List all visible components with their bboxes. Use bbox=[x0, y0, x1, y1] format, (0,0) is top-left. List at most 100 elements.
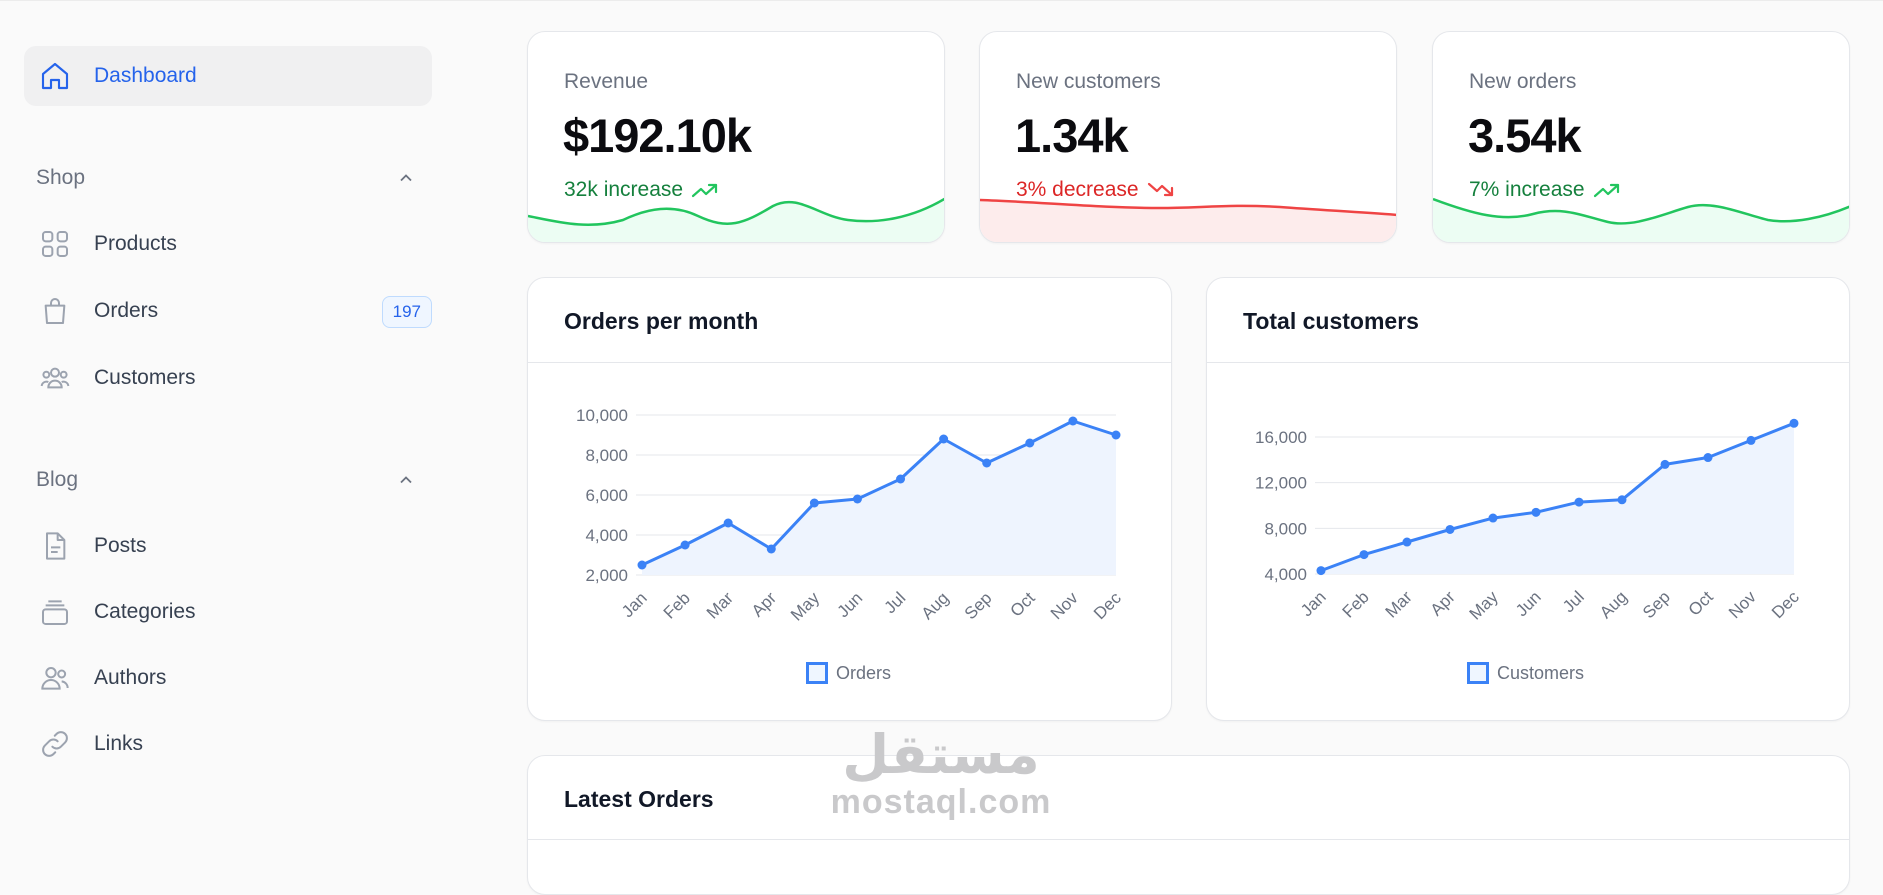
x-tick-label: Jan bbox=[1297, 587, 1330, 620]
x-tick-label: Sep bbox=[1639, 587, 1674, 622]
x-tick-label: Jun bbox=[833, 588, 866, 621]
home-icon bbox=[38, 59, 72, 93]
x-tick-label: Mar bbox=[1382, 587, 1416, 621]
trending-up-icon bbox=[691, 183, 718, 198]
series-area bbox=[642, 421, 1116, 575]
group-toggle-shop[interactable]: Shop bbox=[36, 158, 420, 198]
group-label: Blog bbox=[36, 468, 79, 491]
x-tick-label: Jan bbox=[618, 588, 651, 621]
y-tick-label: 6,000 bbox=[585, 486, 628, 505]
x-tick-label: Oct bbox=[1007, 588, 1039, 620]
customers-line-chart: 4,000 8,000 12,000 16,000 Jan Feb Mar Apr May Jun… bbox=[1255, 418, 1803, 624]
data-point bbox=[766, 544, 776, 554]
stat-trend-text: 3% decrease bbox=[1016, 178, 1139, 201]
data-point bbox=[809, 498, 819, 508]
stat-trend: 32k increase bbox=[564, 178, 719, 202]
users-group-icon bbox=[38, 361, 72, 395]
group-toggle-blog[interactable]: Blog bbox=[36, 460, 420, 500]
y-tick-label: 4,000 bbox=[1264, 565, 1307, 584]
sidebar-item-categories[interactable]: Categories bbox=[24, 582, 432, 642]
data-point bbox=[1068, 416, 1078, 426]
data-point bbox=[1660, 459, 1670, 469]
x-tick-label: Mar bbox=[703, 588, 737, 622]
x-tick-label: May bbox=[787, 588, 823, 624]
group-label: Shop bbox=[36, 166, 86, 189]
y-tick-label: 4,000 bbox=[585, 526, 628, 545]
data-point bbox=[1746, 435, 1756, 445]
data-point bbox=[1703, 453, 1713, 463]
shopping-bag-icon bbox=[38, 294, 72, 328]
data-point bbox=[1617, 495, 1627, 505]
data-point bbox=[1316, 566, 1326, 576]
revenue-sparkline bbox=[528, 197, 944, 242]
y-tick-label: 2,000 bbox=[585, 566, 628, 585]
sidebar-item-links[interactable]: Links bbox=[24, 714, 432, 774]
data-point bbox=[1488, 513, 1498, 523]
sidebar-item-label: Customers bbox=[94, 366, 196, 389]
series-line bbox=[641, 419, 1117, 567]
data-point bbox=[1111, 430, 1121, 440]
trending-up-icon bbox=[1593, 183, 1619, 198]
stat-card-new-customers: New customers 1.34k 3% decrease bbox=[979, 31, 1397, 243]
sidebar-item-label: Authors bbox=[94, 666, 167, 689]
y-tick-label: 8,000 bbox=[585, 446, 628, 465]
chart-legend[interactable]: Orders bbox=[806, 662, 891, 684]
stat-value: $192.10k bbox=[563, 109, 752, 162]
x-tick-label: May bbox=[1466, 587, 1502, 623]
divider bbox=[1207, 362, 1849, 363]
stat-trend-text: 7% increase bbox=[1469, 178, 1585, 201]
y-tick-label: 12,000 bbox=[1255, 474, 1307, 493]
data-point bbox=[1445, 524, 1455, 534]
legend-swatch bbox=[806, 662, 828, 684]
customers-chart-card: Total customers 4,000 8,000 12,000 16,000 Ja… bbox=[1206, 277, 1850, 721]
divider bbox=[528, 839, 1849, 840]
orders-count-badge: 197 bbox=[381, 296, 432, 328]
x-tick-label: Apr bbox=[748, 588, 780, 620]
stat-card-new-orders: New orders 3.54k 7% increase bbox=[1432, 31, 1850, 243]
document-icon bbox=[38, 529, 72, 563]
x-tick-label: Apr bbox=[1427, 587, 1459, 619]
y-tick-label: 16,000 bbox=[1255, 428, 1307, 447]
x-tick-label: Nov bbox=[1725, 587, 1760, 622]
grid-icon bbox=[38, 227, 72, 261]
data-point bbox=[1789, 418, 1799, 428]
latest-orders-title: Latest Orders bbox=[564, 786, 714, 812]
sidebar-item-label: Dashboard bbox=[94, 64, 197, 87]
orders-chart-card: Orders per month 2,000 4,000 6,000 8,000 10,… bbox=[527, 277, 1172, 721]
chart-title: Orders per month bbox=[564, 308, 759, 334]
data-point bbox=[1359, 550, 1369, 560]
stat-trend-text: 32k increase bbox=[564, 178, 684, 201]
users-icon bbox=[38, 661, 72, 695]
sidebar-item-orders[interactable]: Orders 197 bbox=[24, 281, 432, 341]
legend-label: Orders bbox=[836, 662, 892, 683]
x-tick-label: Feb bbox=[1339, 587, 1373, 621]
stack-icon bbox=[38, 595, 72, 629]
sidebar-item-dashboard[interactable]: Dashboard bbox=[24, 46, 432, 106]
stat-title: New customers bbox=[1016, 70, 1161, 93]
sidebar-item-customers[interactable]: Customers bbox=[24, 348, 432, 408]
data-point bbox=[852, 494, 862, 504]
sidebar-item-authors[interactable]: Authors bbox=[24, 648, 432, 708]
series-area bbox=[1321, 423, 1794, 574]
sidebar-item-label: Categories bbox=[94, 600, 196, 623]
sidebar-item-label: Posts bbox=[94, 534, 147, 557]
x-tick-label: Jul bbox=[881, 588, 910, 617]
data-point bbox=[939, 434, 949, 444]
sidebar-item-posts[interactable]: Posts bbox=[24, 516, 432, 576]
y-tick-label: 8,000 bbox=[1264, 519, 1307, 538]
x-tick-label: Dec bbox=[1090, 588, 1125, 623]
x-tick-label: Jun bbox=[1512, 587, 1545, 620]
divider bbox=[528, 362, 1171, 363]
chart-title: Total customers bbox=[1243, 308, 1419, 334]
data-point bbox=[982, 458, 992, 468]
stat-value: 1.34k bbox=[1015, 109, 1129, 162]
data-point bbox=[1025, 438, 1035, 448]
legend-swatch bbox=[1467, 662, 1489, 684]
x-tick-label: Dec bbox=[1768, 587, 1803, 622]
x-tick-label: Jul bbox=[1559, 587, 1588, 616]
chart-legend[interactable]: Customers bbox=[1467, 662, 1584, 684]
new-orders-sparkline bbox=[1433, 197, 1849, 242]
stat-title: New orders bbox=[1469, 70, 1577, 93]
sidebar-item-label: Orders bbox=[94, 299, 159, 322]
sidebar-item-products[interactable]: Products bbox=[24, 214, 432, 274]
